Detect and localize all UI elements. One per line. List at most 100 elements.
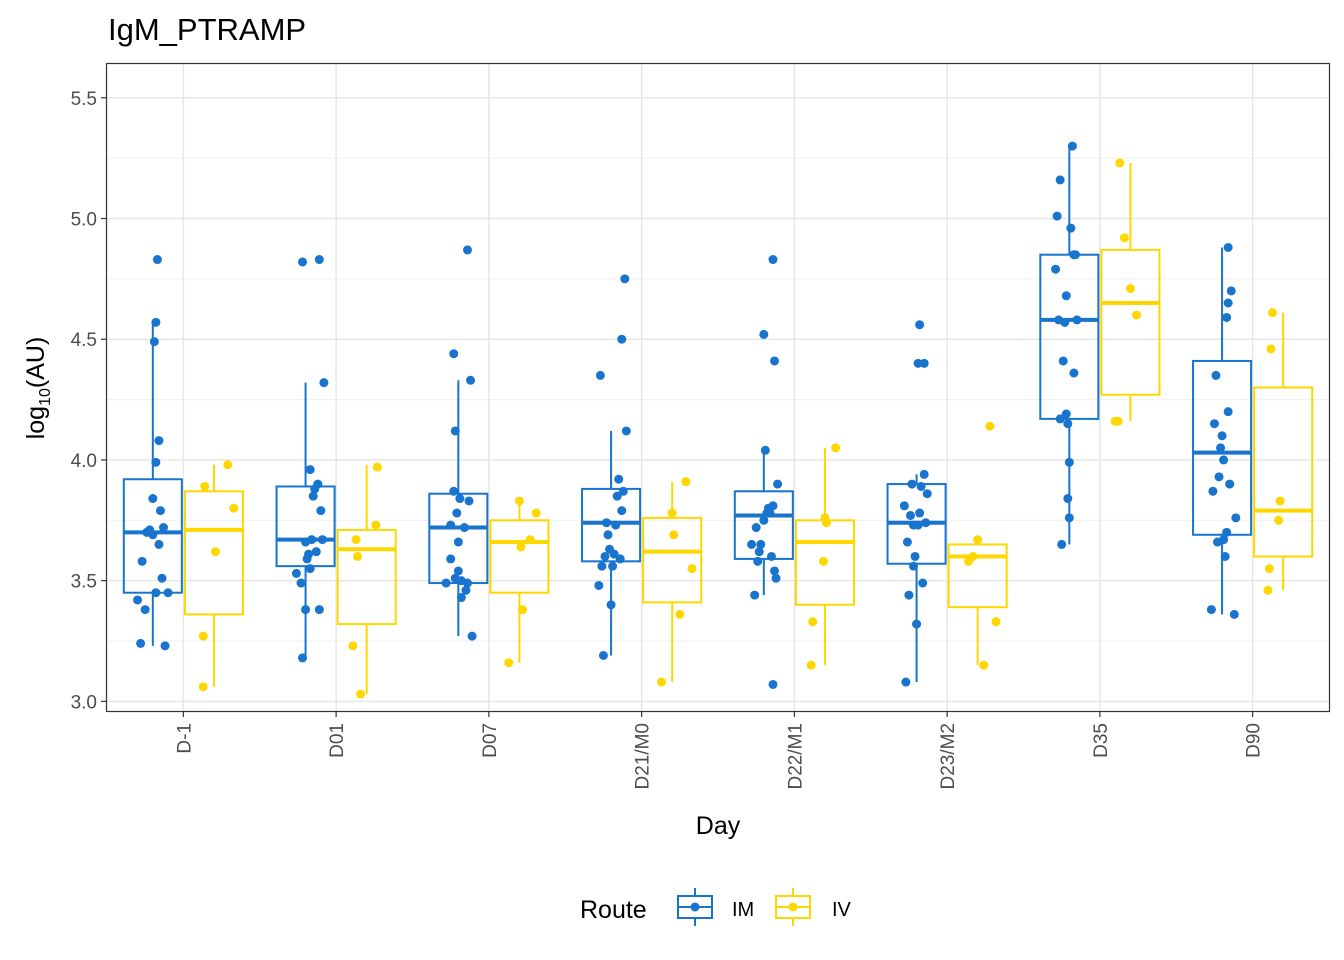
- data-point: [907, 479, 917, 489]
- box: [642, 516, 703, 604]
- data-point: [154, 539, 164, 549]
- data-point: [614, 474, 624, 484]
- data-point: [452, 508, 462, 518]
- data-point: [922, 489, 932, 499]
- data-point: [909, 561, 919, 571]
- data-point: [152, 255, 162, 265]
- box: [947, 543, 1008, 609]
- data-point: [305, 564, 315, 574]
- data-point: [605, 544, 615, 554]
- data-point: [750, 590, 760, 600]
- data-point: [909, 520, 919, 530]
- legend-label-im: IM: [732, 899, 754, 921]
- data-point: [1267, 308, 1277, 318]
- legend-key-iv: IV: [775, 888, 852, 926]
- data-point: [314, 605, 324, 615]
- data-point: [751, 523, 761, 533]
- box: [581, 487, 642, 563]
- box: [489, 519, 550, 594]
- x-tick-label: D07: [480, 723, 501, 758]
- data-point: [1225, 479, 1235, 489]
- data-point: [1222, 312, 1232, 322]
- data-point: [1051, 264, 1061, 274]
- data-point: [1119, 233, 1129, 243]
- data-point: [1263, 585, 1273, 595]
- data-point: [1220, 551, 1230, 561]
- data-point: [902, 537, 912, 547]
- data-point: [808, 617, 818, 627]
- data-point: [687, 564, 697, 574]
- data-point: [595, 370, 605, 380]
- x-tick-label: D-1: [174, 723, 195, 754]
- data-point: [151, 317, 161, 327]
- data-point: [311, 547, 321, 557]
- data-point: [133, 595, 143, 605]
- plot-area: [122, 141, 1314, 699]
- x-tick-label: D23/M2: [938, 723, 959, 790]
- data-point: [675, 609, 685, 619]
- data-point: [618, 486, 628, 496]
- data-point: [441, 578, 451, 588]
- data-point: [151, 457, 161, 467]
- data-point: [456, 576, 466, 586]
- data-point: [1217, 431, 1227, 441]
- data-point: [1125, 284, 1135, 294]
- data-point: [317, 535, 327, 545]
- data-point: [446, 520, 456, 530]
- box: [1039, 253, 1100, 420]
- data-point: [759, 329, 769, 339]
- data-point: [621, 426, 631, 436]
- data-point: [1223, 407, 1233, 417]
- data-point: [818, 556, 828, 566]
- legend: Route IM IV: [580, 888, 852, 926]
- data-point: [620, 274, 630, 284]
- data-point: [151, 588, 161, 598]
- data-point: [1063, 419, 1073, 429]
- data-point: [1113, 416, 1123, 426]
- x-tick-label: D01: [327, 723, 348, 758]
- data-point: [462, 245, 472, 255]
- data-point: [615, 554, 625, 564]
- data-point: [918, 578, 928, 588]
- data-point: [308, 491, 318, 501]
- data-point: [771, 573, 781, 583]
- x-axis: D-1 D01 D07 D21/M0 D22/M1 D23/M2 D35 D90: [174, 711, 1265, 790]
- data-point: [768, 679, 778, 689]
- data-point: [353, 551, 363, 561]
- y-tick-label: 5.0: [71, 210, 97, 231]
- data-point: [667, 508, 677, 518]
- data-point: [973, 535, 983, 545]
- data-point: [372, 462, 382, 472]
- data-point: [773, 479, 783, 489]
- data-point: [617, 334, 627, 344]
- legend-label-iv: IV: [832, 899, 852, 921]
- data-point: [831, 443, 841, 453]
- data-point: [1264, 564, 1274, 574]
- data-point: [459, 523, 469, 533]
- data-point: [148, 494, 158, 504]
- data-point: [759, 515, 769, 525]
- data-point: [136, 638, 146, 648]
- data-point: [316, 506, 326, 516]
- data-point: [200, 481, 210, 491]
- data-point: [313, 479, 323, 489]
- data-point: [467, 631, 477, 641]
- box: [336, 528, 397, 626]
- data-point: [606, 600, 616, 610]
- data-point: [608, 561, 618, 571]
- data-point: [516, 542, 526, 552]
- data-point: [1226, 286, 1236, 296]
- data-point: [1063, 494, 1073, 504]
- data-point: [449, 349, 459, 359]
- data-point: [160, 641, 170, 651]
- y-tick-label: 4.0: [71, 451, 97, 472]
- box: [183, 490, 244, 616]
- y-tick-label: 5.5: [71, 89, 97, 110]
- data-point: [600, 551, 610, 561]
- data-point: [163, 588, 173, 598]
- data-point: [762, 508, 772, 518]
- y-axis: 3.0 3.5 4.0 4.5 5.0 5.5: [71, 89, 107, 713]
- data-point: [446, 554, 456, 564]
- data-point: [210, 547, 220, 557]
